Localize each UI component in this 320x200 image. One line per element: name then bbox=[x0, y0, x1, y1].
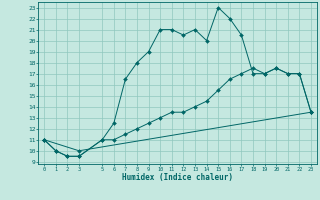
X-axis label: Humidex (Indice chaleur): Humidex (Indice chaleur) bbox=[122, 173, 233, 182]
